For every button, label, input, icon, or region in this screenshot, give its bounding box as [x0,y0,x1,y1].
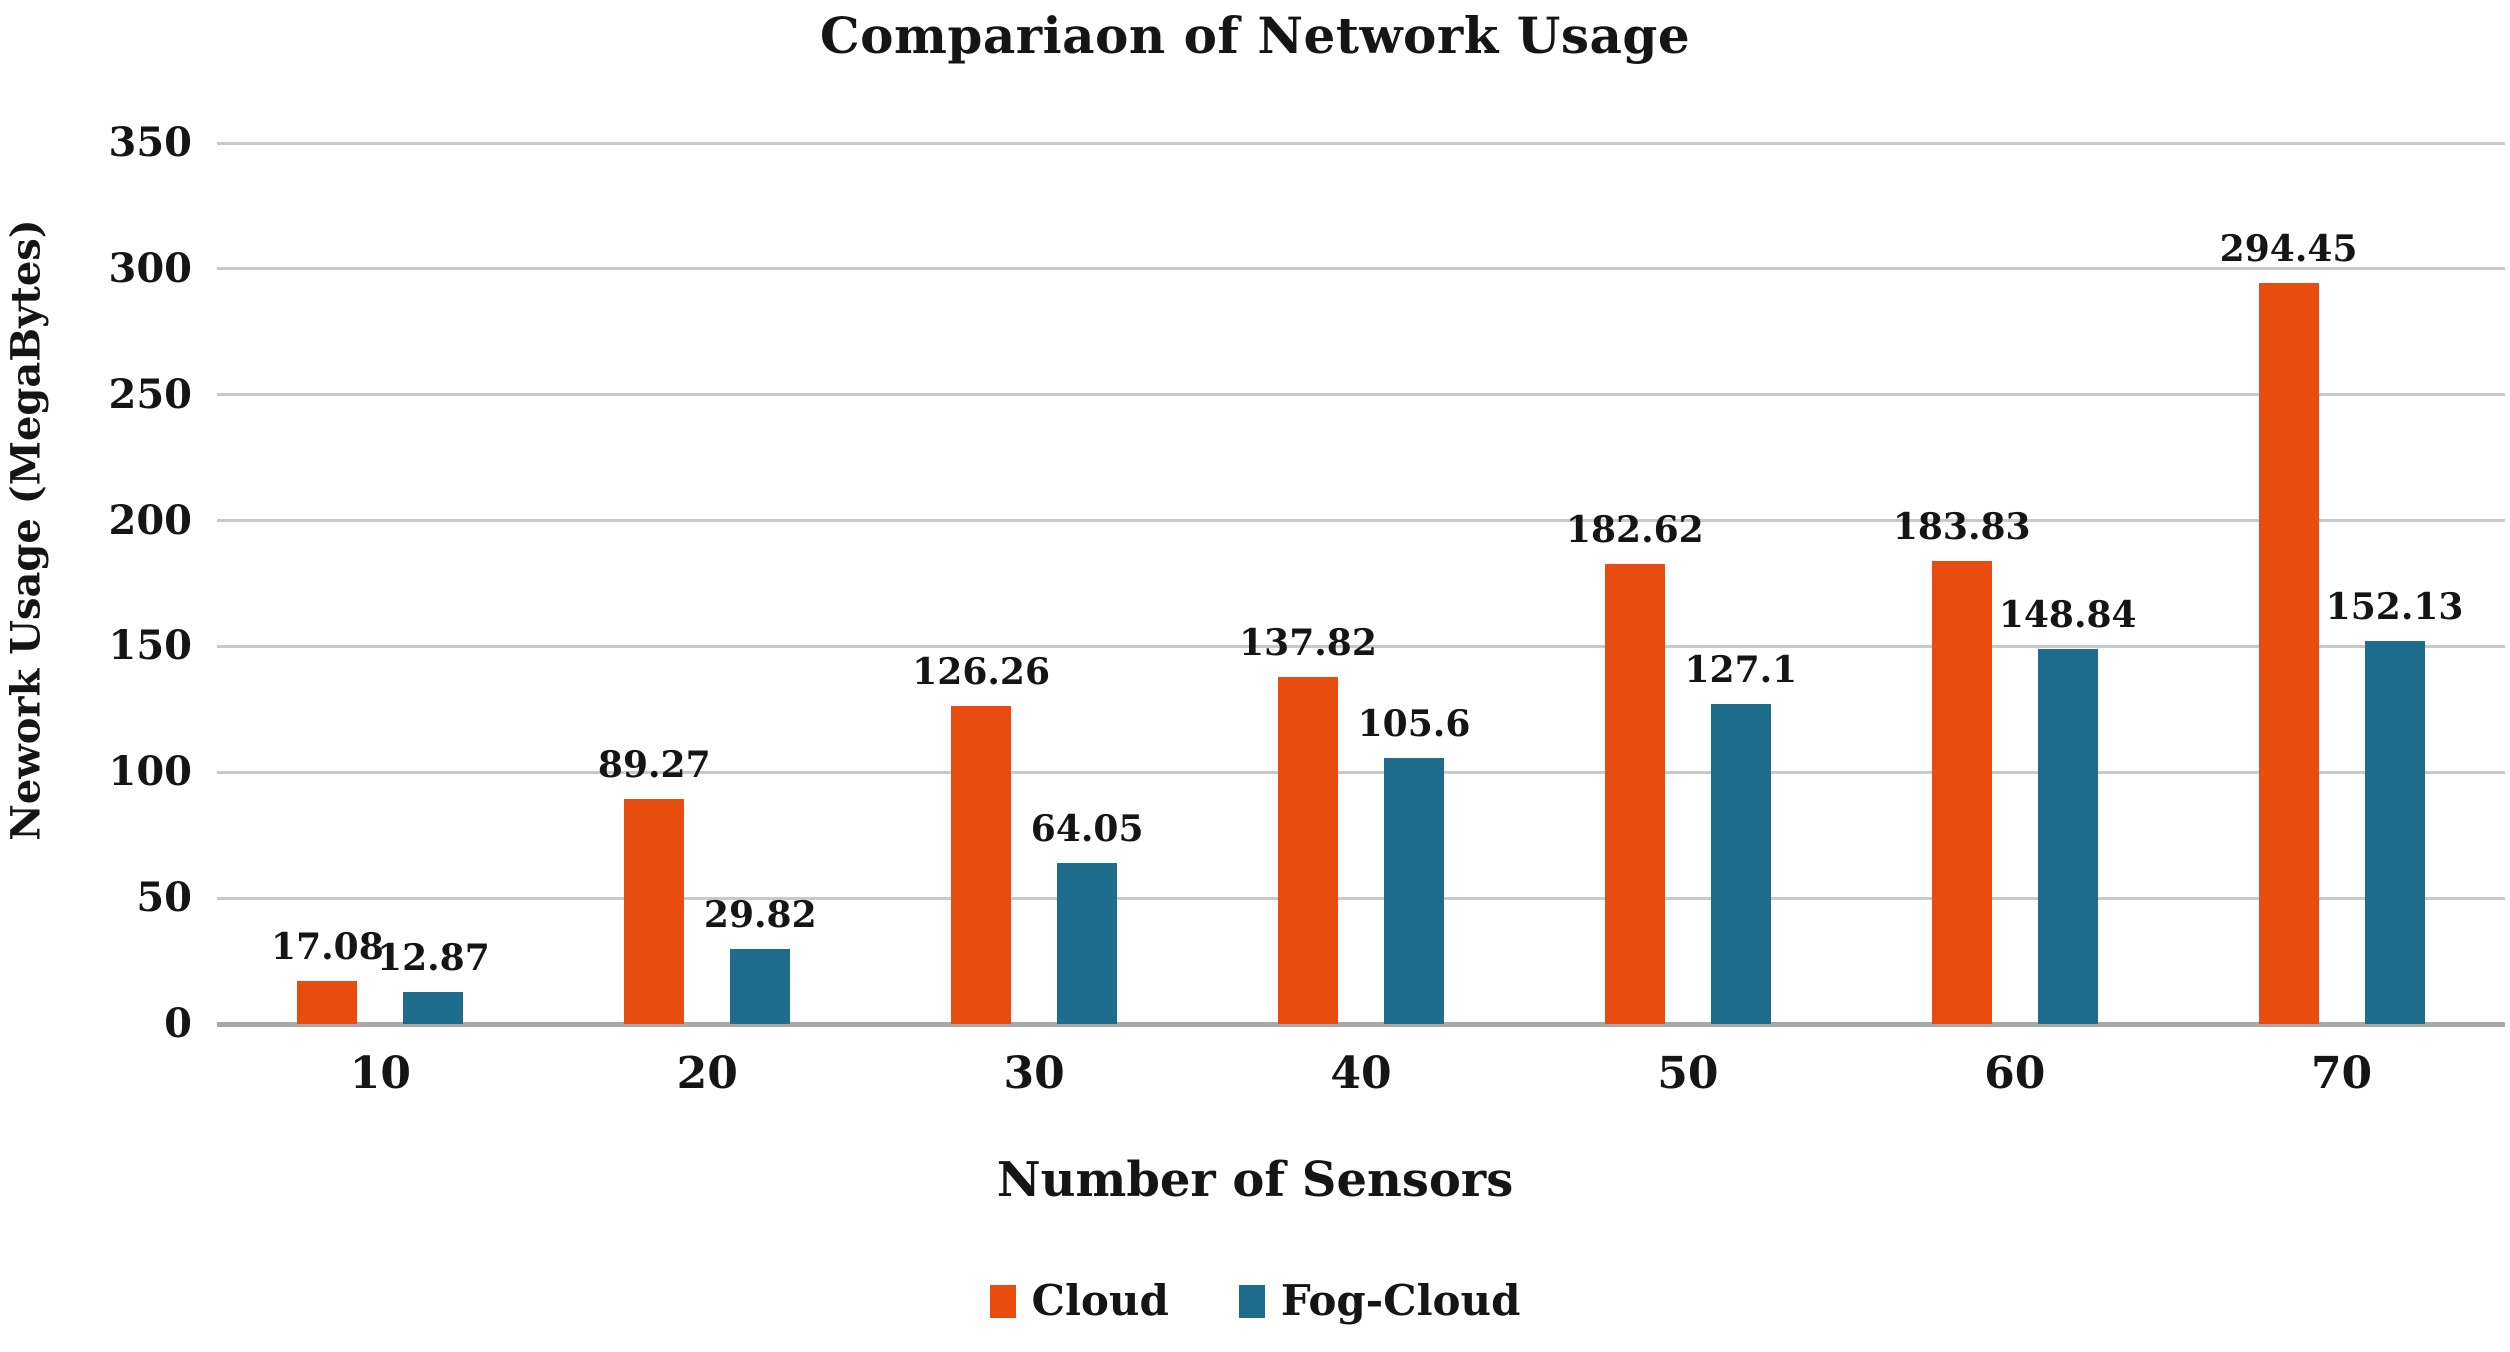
x-tick-label: 20 [676,1048,738,1099]
bar-cloud-40 [1278,677,1338,1024]
y-tick-label: 300 [108,244,193,292]
x-tick-label: 70 [2310,1048,2373,1099]
bar-cloud-60 [1931,561,1992,1024]
y-tick-label: 150 [108,622,193,670]
y-tick-label: 50 [136,874,192,922]
bar-value-label: 183.83 [1892,506,2031,549]
bar-fog-cloud-50 [1710,704,1771,1024]
bar-value-label: 152.13 [2325,586,2464,629]
legend-swatch-icon [1238,1284,1265,1318]
bar-fog-cloud-40 [1384,758,1444,1024]
bar-value-label: 17.08 [271,926,384,969]
bar-cloud-50 [1604,564,1665,1024]
y-tick-label: 250 [108,370,193,418]
chart-title: Compariaon of Network Usage [819,6,1691,65]
legend: Cloud Fog-Cloud [0,1280,2510,1322]
bar-fog-cloud-10 [403,991,464,1024]
x-axis-baseline [217,1021,2505,1027]
bar-fog-cloud-70 [2364,641,2425,1024]
y-tick-label: 100 [108,748,193,796]
grid-line [217,896,2505,900]
bar-cloud-20 [624,799,685,1024]
bar-value-label: 89.27 [597,744,711,787]
bar-value-label: 126.26 [912,651,1051,694]
legend-item-cloud: Cloud [989,1276,1169,1325]
legend-label: Cloud [1031,1276,1169,1325]
bar-value-label: 12.87 [377,936,490,979]
bar-cloud-10 [297,981,358,1024]
bar-value-label: 182.62 [1565,509,1704,552]
bar-fog-cloud-30 [1057,862,1118,1024]
bar-cloud-30 [951,706,1012,1024]
x-tick-label: 50 [1657,1048,1719,1099]
bar-fog-cloud-60 [2037,649,2098,1024]
grid-line [217,644,2505,648]
bar-value-label: 64.05 [1030,807,1144,850]
bar-value-label: 105.6 [1357,703,1471,746]
bar-value-label: 148.84 [1998,594,2137,637]
bar-value-label: 137.82 [1239,622,1377,665]
legend-item-fog-cloud: Fog-Cloud [1238,1276,1521,1325]
bar-cloud-70 [2258,282,2319,1024]
x-tick-label: 40 [1330,1048,1392,1099]
x-tick-label: 10 [349,1048,412,1099]
y-tick-label: 350 [108,119,193,166]
y-axis-title: Nework Usage (MegaBytes) [2,219,50,841]
bar-value-label: 294.45 [2219,227,2358,270]
y-tick-label: 0 [164,1000,192,1047]
y-tick-label: 200 [108,496,193,544]
bar-fog-cloud-20 [730,948,791,1024]
x-tick-label: 30 [1003,1048,1065,1099]
grid-line [217,519,2505,523]
grid-line [217,393,2505,397]
grid-line [217,770,2505,774]
x-axis-title: Number of Sensors [996,1152,1514,1208]
grid-line [217,141,2505,145]
grid-line [217,267,2505,271]
legend-swatch-icon [989,1284,1016,1318]
legend-label: Fog-Cloud [1280,1276,1521,1325]
plot-area: 0 50 100 150 200 250 300 350 17.08 12.87 10 89.27 29… [109,123,2505,1096]
bar-value-label: 29.82 [703,893,817,936]
bar-value-label: 127.1 [1684,649,1798,692]
x-tick-label: 60 [1984,1048,2046,1099]
